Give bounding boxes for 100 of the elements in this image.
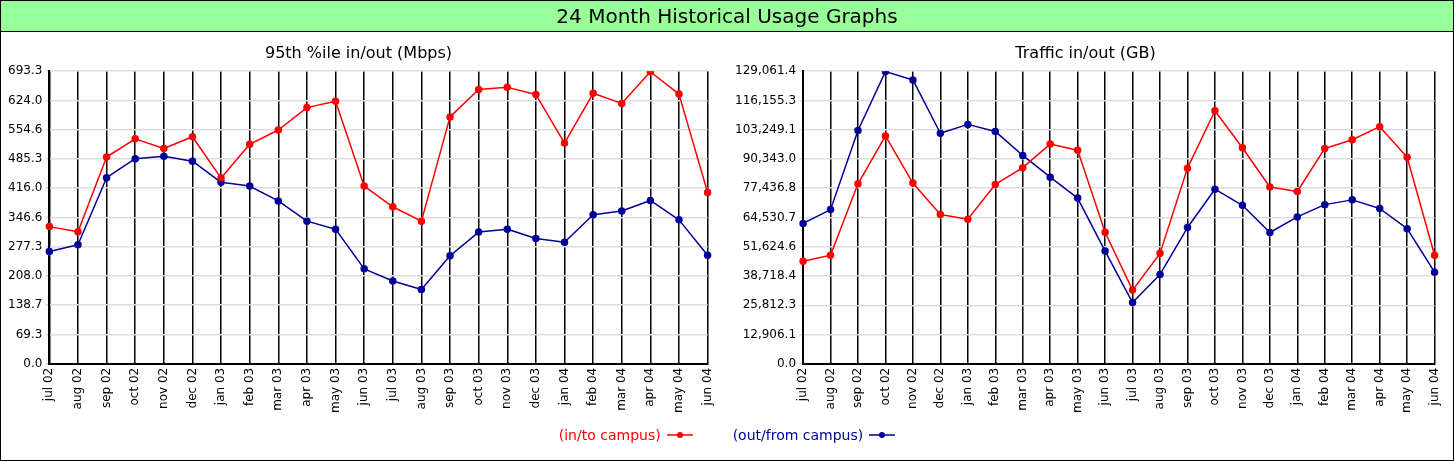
x-tick-label: feb 04 <box>1316 367 1331 407</box>
y-tick-label: 77,436.8 <box>742 180 797 195</box>
y-tick-label: 138.7 <box>7 297 43 312</box>
y-tick-label: 693.3 <box>7 63 43 78</box>
point <box>245 182 254 190</box>
point <box>474 85 483 94</box>
point <box>1101 247 1109 255</box>
x-tick-label: jun 03 <box>356 367 371 407</box>
point <box>1375 122 1384 131</box>
point <box>303 103 311 112</box>
x-tick-label: may 04 <box>1399 367 1414 414</box>
x-tick-label: sep 02 <box>98 367 113 409</box>
point <box>1266 183 1274 191</box>
y-tick-label: 277.3 <box>7 238 43 253</box>
point <box>1156 249 1164 258</box>
x-tick-label: apr 04 <box>642 367 657 407</box>
y-tick-label: 25,812.3 <box>742 297 797 312</box>
y-tick-label: 69.3 <box>15 326 43 341</box>
point <box>503 225 512 233</box>
point <box>854 126 862 135</box>
point <box>188 132 197 141</box>
point <box>964 120 972 129</box>
point <box>799 257 807 266</box>
x-tick-label: nov 03 <box>1234 367 1249 409</box>
x-tick-label: sep 03 <box>1179 367 1194 409</box>
point <box>274 126 283 134</box>
x-tick-label: jun 03 <box>1097 367 1112 407</box>
point <box>1128 298 1137 307</box>
point <box>1018 151 1027 160</box>
y-tick-label: 64,530.7 <box>742 209 797 224</box>
point <box>446 251 454 260</box>
x-tick-label: nov 02 <box>905 367 920 409</box>
point <box>1403 153 1411 162</box>
chart-title: 95th %ile in/out (Mbps) <box>264 42 453 62</box>
x-tick-label: jan 04 <box>556 367 571 407</box>
point <box>881 132 890 140</box>
x-tick-label: oct 02 <box>877 367 892 406</box>
point <box>1238 143 1247 152</box>
point <box>909 76 917 84</box>
x-tick-label: nov 03 <box>499 367 514 409</box>
x-tick-label: mar 03 <box>270 367 285 411</box>
point <box>1073 194 1082 202</box>
x-tick-label: jan 03 <box>959 367 974 407</box>
y-tick-label: 624.0 <box>7 92 43 107</box>
y-tick-label: 90,343.0 <box>742 151 797 166</box>
x-tick-label: jun 04 <box>1426 367 1441 407</box>
point <box>1018 163 1027 172</box>
point <box>160 144 168 153</box>
x-tick-label: mar 03 <box>1014 367 1029 411</box>
y-tick-label: 346.6 <box>7 209 43 224</box>
point <box>560 238 569 246</box>
text: 24 Month Historical Usage Graphs <box>1 1 1453 32</box>
y-tick-label: 485.3 <box>7 151 43 166</box>
y-tick-label: 103,249.1 <box>734 121 797 136</box>
point <box>331 97 340 106</box>
legend-label: (out/from campus) <box>732 427 864 443</box>
x-tick-label: apr 04 <box>1371 367 1386 407</box>
point <box>446 113 454 121</box>
point <box>45 222 54 231</box>
point <box>188 157 197 165</box>
y-tick-label: 0.0 <box>776 355 797 370</box>
x-tick-label: jun 04 <box>699 367 714 407</box>
point <box>245 140 254 149</box>
point <box>1430 251 1439 259</box>
point <box>1046 140 1054 148</box>
point <box>1321 200 1329 209</box>
x-tick-label: dec 02 <box>184 367 199 409</box>
point <box>703 188 712 197</box>
point <box>474 228 483 236</box>
point <box>964 215 972 223</box>
x-tick-label: mar 04 <box>613 367 628 411</box>
point <box>1348 136 1356 144</box>
point <box>389 277 397 285</box>
point <box>1128 286 1137 294</box>
point <box>1293 213 1302 221</box>
y-tick-label: 51,624.6 <box>742 238 797 253</box>
x-tick-label: jan 04 <box>1289 367 1304 407</box>
x-tick-label: may 03 <box>1069 367 1084 414</box>
point <box>417 217 426 225</box>
point <box>1430 268 1439 276</box>
y-tick-label: 208.0 <box>7 268 43 283</box>
point <box>360 182 368 190</box>
y-tick-label: 12,906.1 <box>742 326 797 341</box>
point <box>1238 201 1247 210</box>
point <box>675 90 683 98</box>
point <box>102 173 111 182</box>
point <box>74 241 82 249</box>
y-tick-label: 38,718.4 <box>742 268 797 283</box>
x-tick-label: feb 03 <box>241 367 256 407</box>
x-tick-label: oct 03 <box>470 367 485 406</box>
x-tick-label: aug 02 <box>70 367 85 410</box>
point <box>799 219 807 228</box>
point <box>1293 187 1302 196</box>
x-tick-label: apr 03 <box>1042 367 1057 407</box>
point <box>1321 144 1329 153</box>
point <box>909 179 917 187</box>
point <box>417 285 426 294</box>
chart-title: Traffic in/out (GB) <box>1014 42 1156 62</box>
point <box>854 180 862 188</box>
point <box>703 251 712 260</box>
